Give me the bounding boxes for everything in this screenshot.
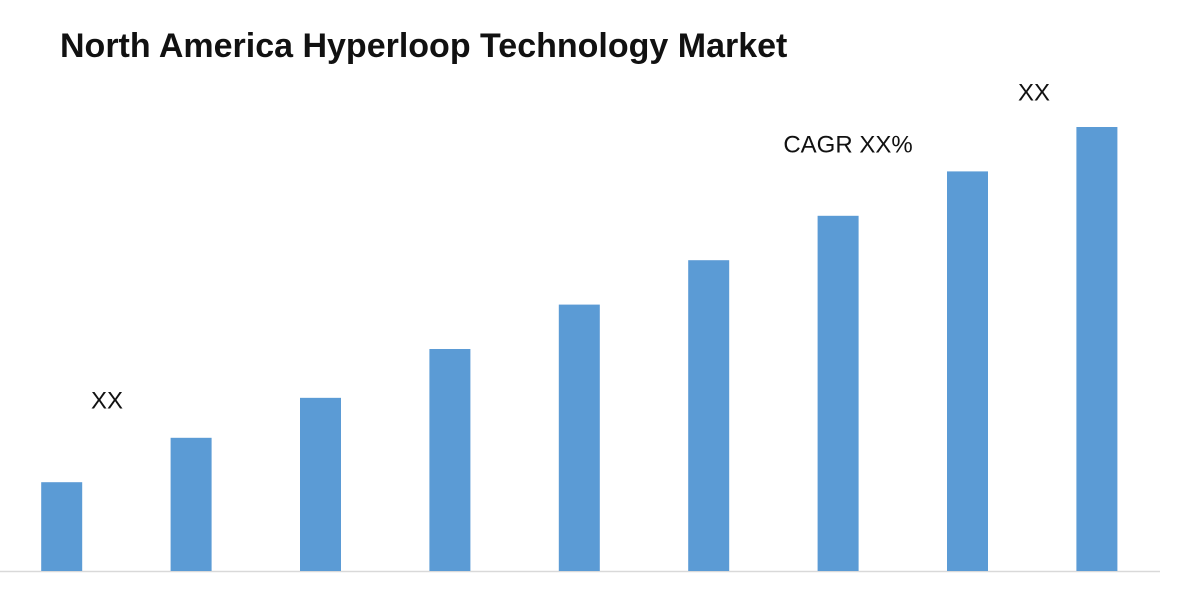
bar — [170, 437, 212, 571]
annotation: XX — [1018, 79, 1050, 106]
bar — [947, 171, 988, 571]
chart-title: North America Hyperloop Technology Marke… — [60, 27, 787, 65]
annotation: CAGR XX% — [783, 131, 912, 158]
annotation: XX — [91, 387, 123, 414]
bar — [1076, 127, 1118, 571]
bar — [817, 215, 859, 572]
bar — [688, 260, 730, 571]
bar — [558, 304, 600, 571]
bar — [41, 482, 83, 571]
bar — [300, 397, 341, 571]
bar — [429, 349, 471, 571]
